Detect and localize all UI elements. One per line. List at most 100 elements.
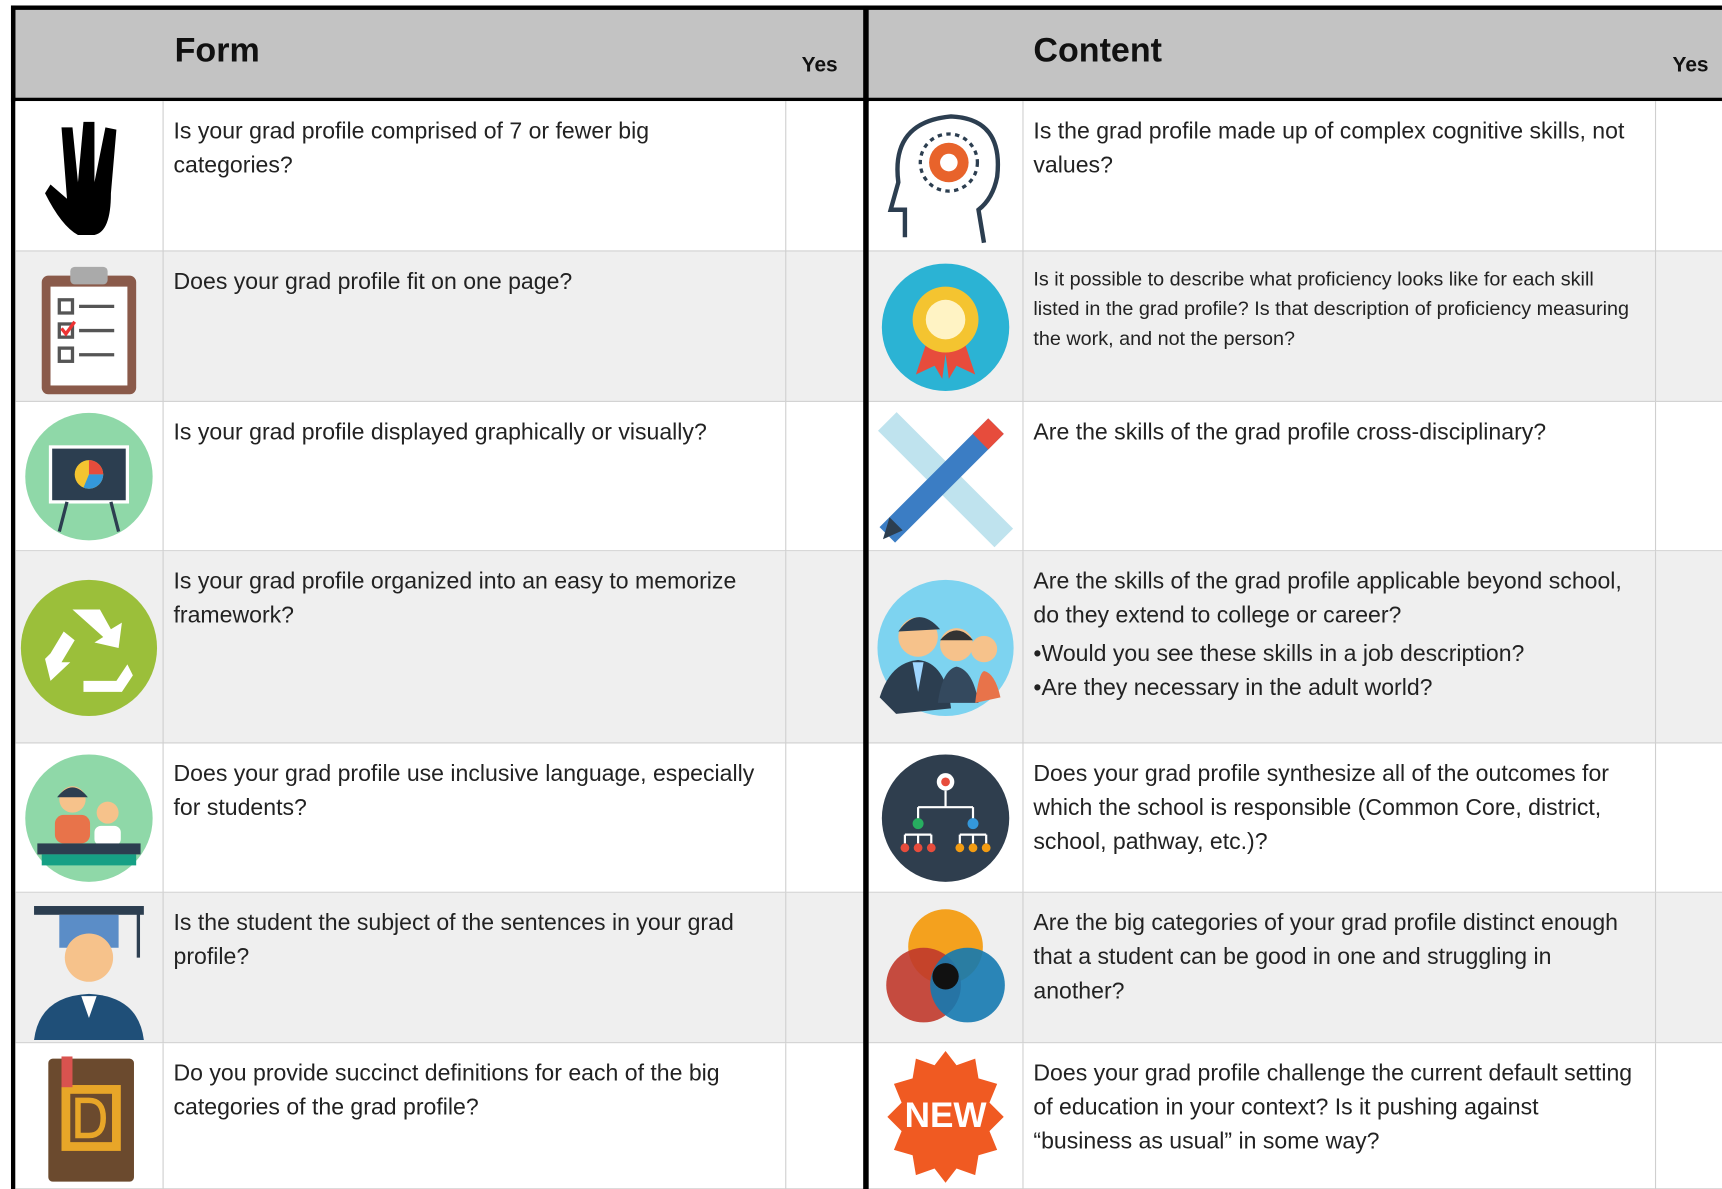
question-text: Is the student the subject of the senten… bbox=[173, 910, 734, 970]
row bbox=[15, 892, 865, 1044]
icon bbox=[881, 754, 1010, 882]
row bbox=[15, 1043, 865, 1189]
column-line bbox=[1654, 401, 1657, 552]
column-line bbox=[1022, 551, 1024, 744]
column-line bbox=[162, 892, 164, 1044]
icon-cell bbox=[15, 551, 162, 743]
content-title: Content bbox=[1033, 30, 1162, 70]
icon bbox=[886, 908, 1005, 1022]
column-line bbox=[1654, 743, 1657, 893]
column-line bbox=[1022, 892, 1024, 1044]
row bbox=[15, 401, 865, 552]
column-line bbox=[785, 551, 787, 744]
icon-cell bbox=[869, 251, 1023, 401]
question: Does your grad profile challenge the cur… bbox=[1033, 1056, 1639, 1158]
row bbox=[868, 1043, 1722, 1189]
icon bbox=[41, 266, 137, 394]
icon-cell: NEW bbox=[869, 1043, 1023, 1189]
column-line bbox=[1654, 892, 1657, 1044]
column-line bbox=[162, 401, 164, 552]
column-line bbox=[1654, 551, 1657, 744]
column-line bbox=[785, 743, 787, 893]
row bbox=[15, 743, 865, 893]
icon-cell bbox=[15, 101, 162, 251]
icon-cell bbox=[15, 1043, 162, 1189]
icon-cell bbox=[869, 402, 1023, 551]
icon-cell bbox=[869, 893, 1023, 1043]
divider bbox=[863, 5, 869, 1189]
bullet: Would you see these skills in a job desc… bbox=[1033, 637, 1639, 671]
question-text: Do you provide succinct definitions for … bbox=[173, 1060, 720, 1121]
question-text: Does your grad profile synthesize all of… bbox=[1033, 761, 1609, 855]
column-line bbox=[1022, 743, 1024, 893]
question-text: Are the skills of the grad profile appli… bbox=[1033, 568, 1622, 629]
icon-cell bbox=[869, 101, 1023, 251]
question: Is your grad profile displayed graphical… bbox=[174, 415, 770, 449]
bullet: Are they necessary in the adult world? bbox=[1033, 671, 1639, 705]
form-title: Form bbox=[174, 30, 260, 70]
column-line bbox=[785, 101, 787, 252]
row bbox=[868, 101, 1722, 252]
icon bbox=[887, 113, 1001, 243]
icon bbox=[877, 579, 1014, 716]
column-line bbox=[1022, 251, 1024, 402]
icon bbox=[25, 754, 153, 882]
column-line bbox=[162, 101, 164, 252]
question: Are the big categories of your grad prof… bbox=[1033, 906, 1639, 1008]
column-line bbox=[162, 743, 164, 893]
icon bbox=[45, 121, 117, 235]
column-line bbox=[785, 401, 787, 552]
row bbox=[15, 101, 865, 252]
question: Does your grad profile synthesize all of… bbox=[1033, 757, 1639, 859]
question: Are the skills of the grad profile appli… bbox=[1033, 564, 1639, 705]
question: Do you provide succinct definitions for … bbox=[174, 1056, 770, 1124]
question-text: Is your grad profile comprised of 7 or f… bbox=[173, 118, 650, 178]
left-border bbox=[10, 5, 16, 1189]
question-text: Does your grad profile fit on one page? bbox=[173, 269, 573, 295]
column-line bbox=[1654, 101, 1657, 252]
column-line bbox=[785, 251, 787, 402]
row bbox=[868, 401, 1722, 552]
column-line bbox=[162, 251, 164, 402]
column-line bbox=[1022, 101, 1024, 252]
icon-cell bbox=[15, 402, 162, 551]
icon-cell bbox=[15, 893, 162, 1043]
column-line bbox=[1022, 1043, 1024, 1189]
question-text: Does your grad profile use inclusive lan… bbox=[173, 761, 755, 821]
row bbox=[15, 251, 865, 402]
column-line bbox=[785, 892, 787, 1044]
icon-text: NEW bbox=[905, 1095, 988, 1134]
question: Does your grad profile fit on one page? bbox=[174, 265, 770, 299]
question: Are the skills of the grad profile cross… bbox=[1033, 415, 1639, 449]
column-line bbox=[785, 1043, 787, 1189]
question-text: Are the skills of the grad profile cross… bbox=[1033, 419, 1547, 445]
icon-cell bbox=[869, 743, 1023, 892]
question-text: Is it possible to describe what proficie… bbox=[1033, 267, 1629, 350]
question-text: Are the big categories of your grad prof… bbox=[1033, 910, 1619, 1004]
column-line bbox=[162, 551, 164, 744]
question-text: Does your grad profile challenge the cur… bbox=[1033, 1060, 1633, 1155]
question-text: Is your grad profile organized into an e… bbox=[173, 568, 737, 629]
column-line bbox=[1654, 1043, 1657, 1189]
form-yes: Yes bbox=[801, 53, 838, 77]
icon-cell bbox=[869, 551, 1023, 743]
row bbox=[868, 743, 1722, 893]
question: Is the student the subject of the senten… bbox=[174, 906, 770, 974]
row bbox=[868, 251, 1722, 402]
question: Is the grad profile made up of complex c… bbox=[1033, 114, 1639, 182]
icon bbox=[881, 263, 1010, 391]
icon bbox=[25, 412, 153, 541]
question-text: Is the grad profile made up of complex c… bbox=[1033, 118, 1625, 178]
question: Does your grad profile use inclusive lan… bbox=[174, 757, 770, 825]
bullets: Would you see these skills in a job desc… bbox=[1033, 637, 1639, 705]
column-line bbox=[162, 1043, 164, 1189]
icon bbox=[34, 905, 144, 1040]
icon bbox=[877, 412, 1014, 548]
icon: NEW bbox=[887, 1050, 1004, 1183]
icon bbox=[20, 579, 158, 716]
column-line bbox=[1022, 401, 1024, 552]
row bbox=[868, 892, 1722, 1044]
question: Is your grad profile comprised of 7 or f… bbox=[174, 114, 770, 182]
